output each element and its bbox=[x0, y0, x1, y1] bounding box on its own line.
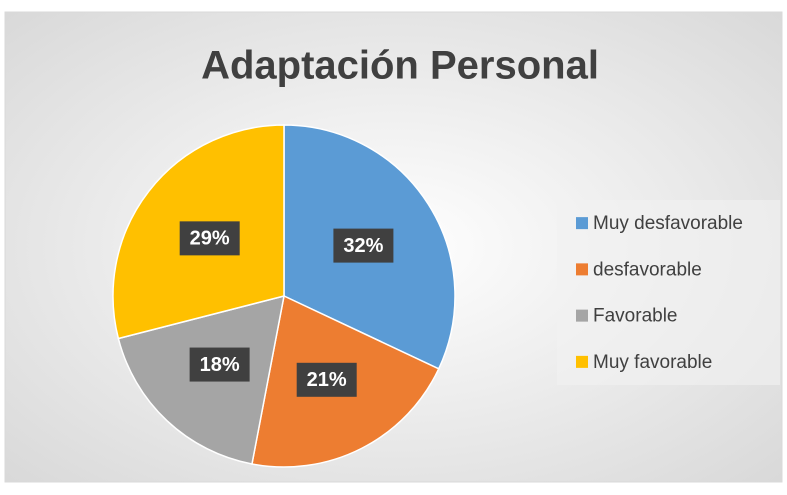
legend-swatch bbox=[576, 217, 588, 230]
data-label: 32% bbox=[343, 235, 383, 257]
legend-box bbox=[557, 200, 780, 385]
legend-label: Muy favorable bbox=[593, 352, 712, 373]
legend-swatch bbox=[576, 263, 588, 276]
data-label-box bbox=[296, 362, 357, 397]
data-label: 21% bbox=[307, 369, 347, 391]
legend-label: Favorable bbox=[593, 306, 678, 327]
legend-swatch bbox=[576, 309, 588, 322]
data-label-box bbox=[333, 228, 394, 263]
data-label: 18% bbox=[200, 354, 240, 376]
data-label: 29% bbox=[190, 228, 230, 250]
data-label-box bbox=[179, 221, 240, 256]
legend-label: Muy desfavorable bbox=[593, 213, 743, 234]
legend-label: desfavorable bbox=[593, 259, 702, 280]
data-label-box bbox=[189, 347, 250, 382]
chart-title: Adaptación Personal bbox=[201, 44, 599, 88]
legend-swatch bbox=[576, 355, 588, 368]
